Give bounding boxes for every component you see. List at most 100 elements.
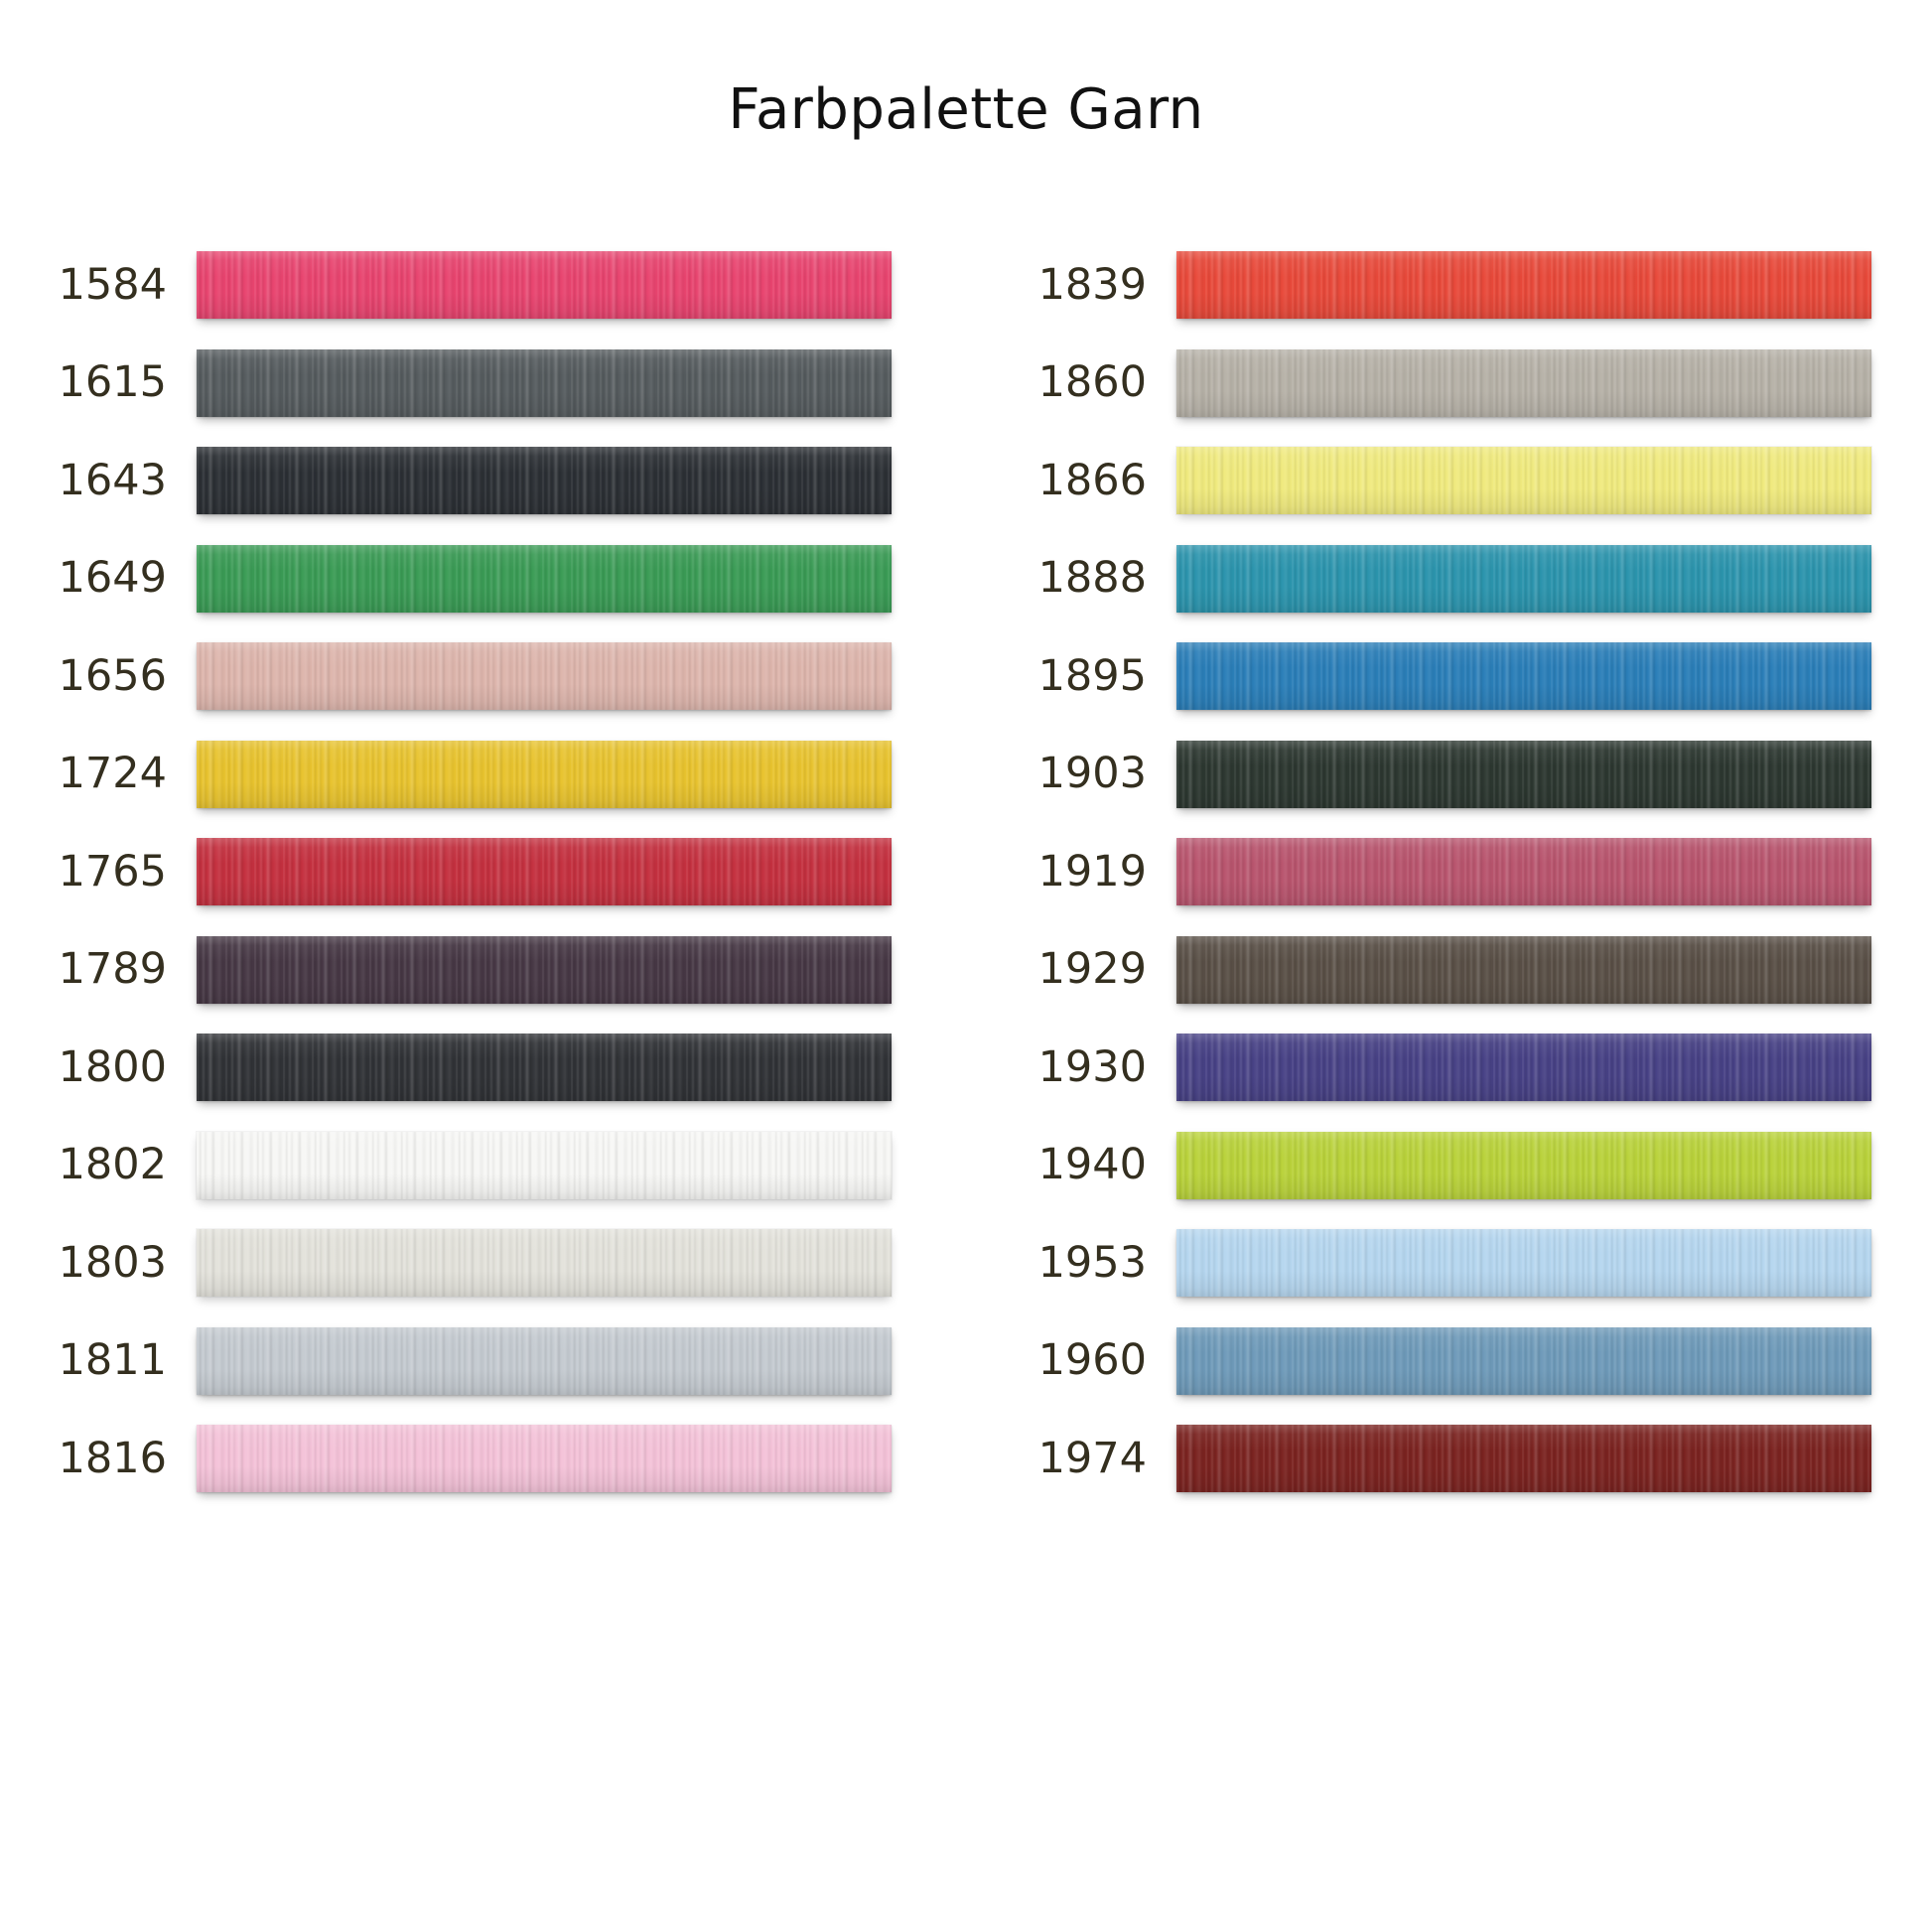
color-chip-crimson-red — [197, 838, 892, 906]
color-chip-grass-green — [197, 544, 892, 613]
swatch-row: 1930 — [1030, 1019, 1873, 1117]
swatch-label: 1930 — [1037, 1041, 1147, 1092]
color-chip-slate-grey — [197, 348, 892, 417]
swatch-row: 1860 — [1030, 335, 1873, 433]
swatch-1656[interactable] — [197, 642, 892, 711]
color-chip-white — [197, 1131, 892, 1199]
swatch-1866[interactable] — [1176, 447, 1871, 515]
swatch-row: 1895 — [1030, 627, 1873, 726]
swatch-row: 1803 — [50, 1214, 894, 1312]
swatch-1800[interactable] — [197, 1034, 892, 1102]
swatch-label: 1649 — [58, 553, 167, 604]
swatch-label: 1940 — [1037, 1140, 1147, 1190]
swatch-1803[interactable] — [197, 1229, 892, 1298]
swatch-label: 1888 — [1037, 553, 1147, 604]
swatch-label: 1584 — [58, 259, 167, 310]
swatch-row: 1953 — [1030, 1214, 1873, 1312]
color-chip-dusty-rose — [197, 642, 892, 711]
color-chip-pink-magenta — [197, 251, 892, 320]
swatch-label: 1960 — [1037, 1335, 1147, 1386]
swatch-row: 1960 — [1030, 1312, 1873, 1411]
swatch-label: 1839 — [1037, 259, 1147, 310]
swatch-row: 1724 — [50, 726, 894, 824]
swatch-row: 1765 — [50, 823, 894, 921]
color-chip-steel-blue — [1176, 1326, 1871, 1395]
swatch-label: 1803 — [58, 1237, 167, 1288]
swatch-row: 1615 — [50, 335, 894, 433]
swatch-label: 1974 — [1037, 1433, 1147, 1483]
swatch-1929[interactable] — [1176, 935, 1871, 1004]
color-chip-dark-plum — [197, 935, 892, 1004]
swatch-row: 1903 — [1030, 726, 1873, 824]
color-chip-charcoal-black — [197, 447, 892, 515]
swatch-column-left: 1584 1615 1643 1649 1656 1724 1765 1789 1800 1802… — [50, 236, 894, 1508]
swatch-row: 1929 — [1030, 921, 1873, 1020]
swatch-label: 1615 — [58, 357, 167, 408]
swatch-1895[interactable] — [1176, 642, 1871, 711]
swatch-row: 1802 — [50, 1117, 894, 1215]
swatch-label: 1895 — [1037, 650, 1147, 701]
swatch-label: 1866 — [1037, 455, 1147, 505]
swatch-label: 1802 — [58, 1140, 167, 1190]
swatch-label: 1643 — [58, 455, 167, 505]
swatch-row: 1839 — [1030, 236, 1873, 335]
swatch-row: 1643 — [50, 432, 894, 530]
swatch-row: 1649 — [50, 530, 894, 628]
color-chip-off-white-beige — [197, 1229, 892, 1298]
swatch-label: 1816 — [58, 1433, 167, 1483]
swatch-1930[interactable] — [1176, 1034, 1871, 1102]
color-chip-indigo-violet — [1176, 1034, 1871, 1102]
swatch-1811[interactable] — [197, 1326, 892, 1395]
swatch-label: 1860 — [1037, 357, 1147, 408]
swatch-1643[interactable] — [197, 447, 892, 515]
color-chip-dark-burgundy — [1176, 1425, 1871, 1493]
swatch-1940[interactable] — [1176, 1131, 1871, 1199]
swatch-1888[interactable] — [1176, 544, 1871, 613]
color-chip-lime-green — [1176, 1131, 1871, 1199]
color-chip-raspberry-rose — [1176, 838, 1871, 906]
swatch-1839[interactable] — [1176, 251, 1871, 320]
swatch-label: 1656 — [58, 650, 167, 701]
color-chip-light-sky-blue — [1176, 1229, 1871, 1298]
swatch-label: 1811 — [58, 1335, 167, 1386]
swatch-1860[interactable] — [1176, 348, 1871, 417]
swatch-1802[interactable] — [197, 1131, 892, 1199]
swatch-label: 1919 — [1037, 846, 1147, 897]
swatch-label: 1724 — [58, 749, 167, 799]
color-chip-soft-pink — [197, 1425, 892, 1493]
swatch-row: 1811 — [50, 1312, 894, 1411]
swatch-label: 1953 — [1037, 1237, 1147, 1288]
swatch-1789[interactable] — [197, 935, 892, 1004]
swatch-label: 1800 — [58, 1041, 167, 1092]
color-chip-teal — [1176, 544, 1871, 613]
color-chip-golden-yellow — [197, 740, 892, 808]
swatch-row: 1940 — [1030, 1117, 1873, 1215]
swatch-1953[interactable] — [1176, 1229, 1871, 1298]
swatch-label: 1929 — [1037, 944, 1147, 995]
swatch-1960[interactable] — [1176, 1326, 1871, 1395]
swatch-1615[interactable] — [197, 348, 892, 417]
swatch-label: 1765 — [58, 846, 167, 897]
color-chip-dark-brown — [1176, 935, 1871, 1004]
swatch-row: 1888 — [1030, 530, 1873, 628]
color-chip-azure-blue — [1176, 642, 1871, 711]
swatch-row: 1800 — [50, 1019, 894, 1117]
page-title: Farbpalette Garn — [728, 77, 1204, 142]
color-chip-pale-yellow — [1176, 447, 1871, 515]
swatch-label: 1903 — [1037, 749, 1147, 799]
swatch-1724[interactable] — [197, 740, 892, 808]
swatch-1919[interactable] — [1176, 838, 1871, 906]
swatch-1903[interactable] — [1176, 740, 1871, 808]
swatch-row: 1816 — [50, 1410, 894, 1508]
swatch-1649[interactable] — [197, 544, 892, 613]
swatch-row: 1974 — [1030, 1410, 1873, 1508]
swatch-1584[interactable] — [197, 251, 892, 320]
swatch-row: 1584 — [50, 236, 894, 335]
swatch-1765[interactable] — [197, 838, 892, 906]
swatch-1974[interactable] — [1176, 1425, 1871, 1493]
swatch-label: 1789 — [58, 944, 167, 995]
color-chip-near-black-grey — [197, 1034, 892, 1102]
color-chip-dark-forest-green — [1176, 740, 1871, 808]
swatch-1816[interactable] — [197, 1425, 892, 1493]
